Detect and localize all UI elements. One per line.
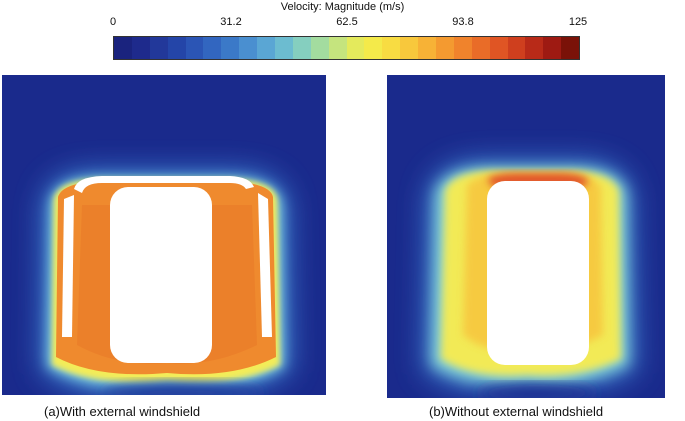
colorbar-tick-4: 125: [568, 16, 588, 28]
colorbar-segment: [364, 37, 383, 59]
colorbar-segment: [561, 37, 579, 59]
colorbar-tick-0: 0: [109, 16, 117, 28]
colorbar-segment: [328, 37, 347, 59]
colorbar-segment: [203, 37, 222, 59]
colorbar-segment: [185, 37, 204, 59]
colorbar-segment: [292, 37, 311, 59]
colorbar: [113, 36, 580, 60]
colorbar-segment: [400, 37, 419, 59]
colorbar-tick-2: 62.5: [336, 16, 358, 28]
velocity-contour-without-windshield: [387, 75, 665, 398]
velocity-contour-with-windshield: [2, 75, 326, 395]
colorbar-segment: [167, 37, 186, 59]
caption-with-windshield: (a)With external windshield: [44, 404, 201, 419]
colorbar-segment: [275, 37, 293, 59]
colorbar-tick-3: 93.8: [452, 16, 474, 28]
colorbar-segment: [489, 37, 508, 59]
colorbar-segment: [257, 37, 276, 59]
colorbar-segment: [131, 37, 150, 59]
colorbar-segment: [114, 37, 132, 59]
colorbar-segment: [471, 37, 490, 59]
colorbar-segment: [418, 37, 437, 59]
colorbar-segment: [543, 37, 562, 59]
colorbar-segment: [382, 37, 401, 59]
colorbar-segment: [507, 37, 526, 59]
caption-without-windshield: (b)Without external windshield: [429, 404, 604, 419]
colorbar-tick-1: 31.2: [220, 16, 242, 28]
colorbar-segment: [221, 37, 240, 59]
colorbar-segment: [436, 37, 454, 59]
colorbar-segment: [239, 37, 258, 59]
colorbar-segment: [310, 37, 329, 59]
colorbar-segment: [346, 37, 365, 59]
colorbar-segment: [453, 37, 472, 59]
colorbar-segment: [525, 37, 544, 59]
colorbar-title: Velocity: Magnitude (m/s): [280, 1, 405, 13]
colorbar-segment: [149, 37, 168, 59]
